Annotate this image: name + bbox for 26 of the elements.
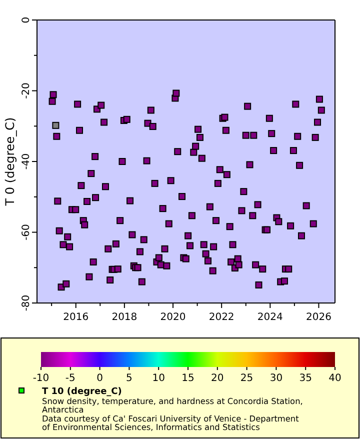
color-bar-title: T 10 (degree_C) (42, 387, 122, 397)
color-bar-label: 30 (270, 373, 283, 384)
x-tick-label: 2018 (112, 312, 138, 323)
y-tick-label: 0 (21, 16, 32, 24)
color-bar-label: 0 (96, 373, 103, 384)
color-bar-label: 35 (299, 373, 312, 384)
color-bar-label: 20 (211, 373, 224, 384)
text: Data courtesy of Ca' Foscari University of Venice - Department of Environmental Sciences, Informatics and Statistics (42, 413, 300, 432)
x-tick-label: 2016 (63, 312, 89, 323)
y-tick-label: -40 (21, 153, 32, 170)
color-bar-label: 40 (328, 373, 342, 384)
color-bar-label: -5 (65, 373, 76, 384)
x-tick-label: 2026 (306, 312, 332, 323)
color-bar-label: 15 (182, 373, 194, 384)
y-tick-label: -60 (21, 224, 32, 240)
x-tick-label: 2024 (257, 312, 283, 323)
text: Snow density, temperature, and hardness at Concordia Station, Antarctica (42, 396, 303, 415)
x-tick-label: 2022 (208, 312, 234, 323)
y-tick-label: -20 (21, 82, 32, 99)
x-tick-label: 2020 (160, 312, 186, 323)
y-tick-label: -80 (21, 294, 32, 312)
color-bar-label: -10 (32, 373, 50, 384)
color-bar-label: 25 (240, 373, 254, 384)
color-bar-label: 5 (126, 373, 132, 384)
color-bar-label: 10 (152, 373, 165, 384)
y-axis-title: T 0 (degree_C) (3, 117, 17, 207)
